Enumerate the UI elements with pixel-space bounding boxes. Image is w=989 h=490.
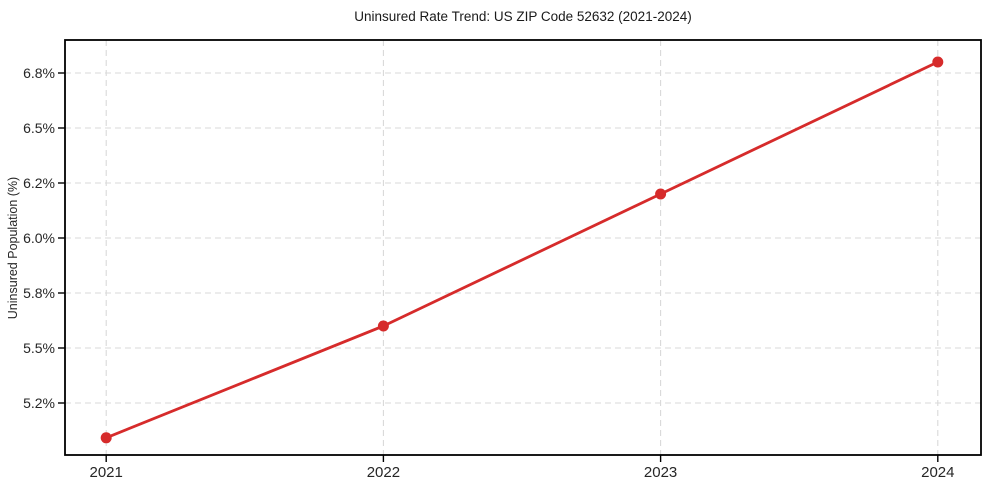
plot-area: 2021 2022 2023 2024 5.2% 5.5% 5.8% 6.0% 6.2% 6.5%… <box>23 39 982 481</box>
y-tick-label: 6.8% <box>23 65 55 81</box>
y-tick-label: 5.5% <box>23 340 55 356</box>
x-tick-label: 2023 <box>644 464 677 481</box>
y-tick-label: 6.5% <box>23 120 55 136</box>
trend-line <box>104 60 940 440</box>
y-tick-label: 5.8% <box>23 285 55 301</box>
y-axis-label: Uninsured Population (%) <box>6 177 20 319</box>
axes-spines <box>64 39 982 456</box>
data-point-2021 <box>100 432 112 444</box>
y-tick-label: 6.0% <box>23 230 55 246</box>
data-point-2023 <box>655 188 667 200</box>
x-tick-label: 2021 <box>90 464 123 481</box>
chart-title: Uninsured Rate Trend: US ZIP Code 52632 … <box>354 9 691 24</box>
x-tick-label: 2022 <box>367 464 400 481</box>
y-tick-label: 5.2% <box>23 395 55 411</box>
x-tick-label: 2024 <box>921 464 954 481</box>
data-point-2022 <box>377 320 389 332</box>
y-tick-label: 6.2% <box>23 175 55 191</box>
data-point-2024 <box>932 56 944 68</box>
